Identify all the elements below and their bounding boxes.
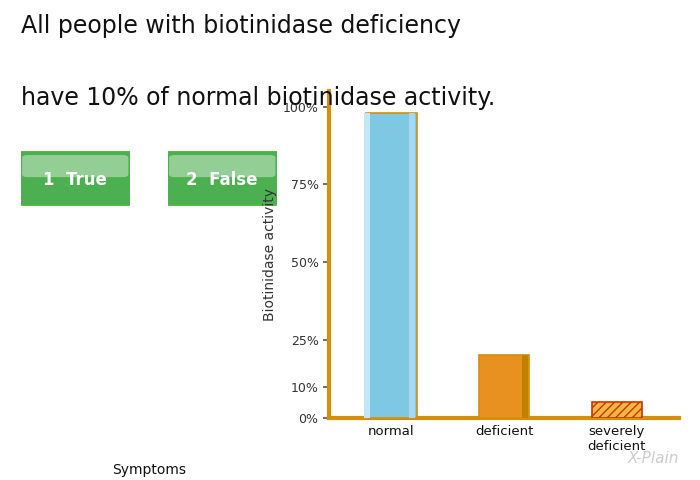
Bar bbox=[522, 355, 528, 418]
FancyBboxPatch shape bbox=[164, 155, 281, 209]
Bar bbox=[364, 113, 370, 418]
Bar bbox=[479, 355, 529, 418]
Bar bbox=[409, 113, 415, 418]
Text: X-Plain: X-Plain bbox=[628, 451, 679, 466]
Bar bbox=[592, 402, 643, 418]
FancyBboxPatch shape bbox=[17, 155, 134, 209]
FancyBboxPatch shape bbox=[22, 155, 128, 177]
FancyBboxPatch shape bbox=[162, 151, 282, 205]
Text: have 10% of normal biotinidase activity.: have 10% of normal biotinidase activity. bbox=[21, 86, 496, 110]
Text: All people with biotinidase deficiency: All people with biotinidase deficiency bbox=[21, 14, 461, 38]
Text: 2  False: 2 False bbox=[186, 171, 258, 190]
Y-axis label: Biotinidase activity: Biotinidase activity bbox=[263, 188, 277, 321]
Text: Symptoms: Symptoms bbox=[112, 463, 186, 477]
FancyBboxPatch shape bbox=[15, 151, 135, 205]
Text: 1  True: 1 True bbox=[43, 171, 107, 190]
Bar bbox=[365, 113, 416, 418]
FancyBboxPatch shape bbox=[169, 155, 275, 177]
